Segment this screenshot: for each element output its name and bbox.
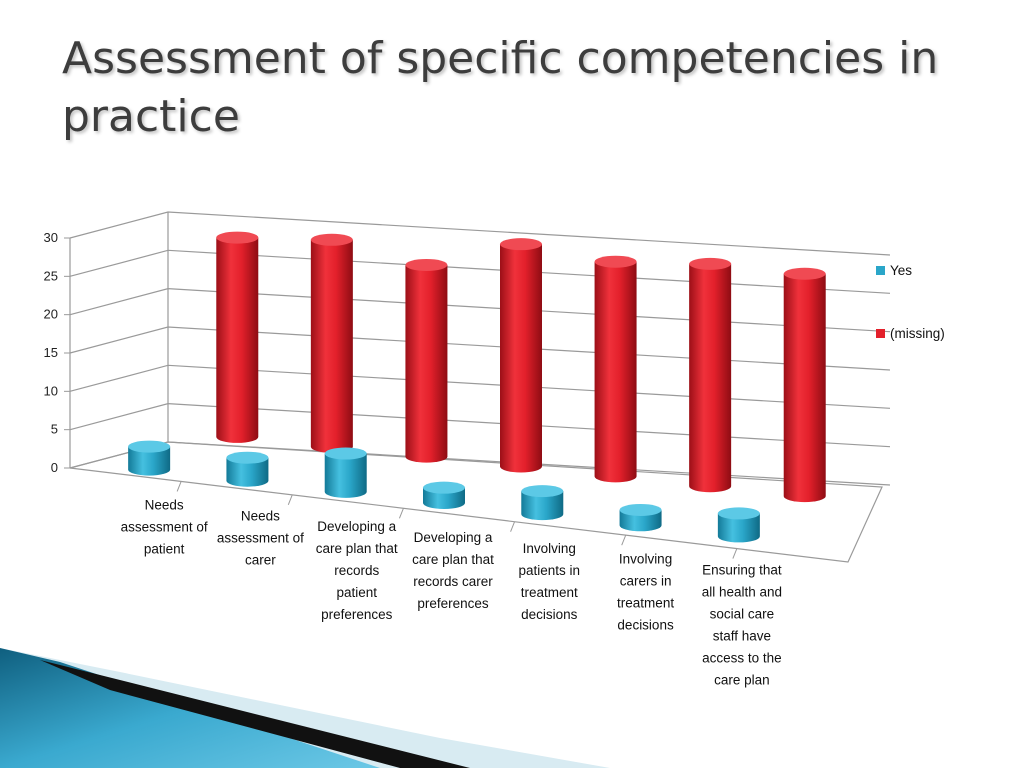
bar-yes [226, 451, 269, 487]
bar-missing [405, 258, 448, 463]
bar-yes-top [717, 507, 760, 520]
category-separator [510, 521, 516, 532]
category-separator [621, 534, 627, 546]
bar-missing [689, 257, 732, 493]
bar-yes-body [128, 446, 171, 476]
bar-missing-top [500, 238, 542, 251]
bar-yes-top [423, 481, 465, 494]
bar-yes-body [324, 453, 367, 498]
y-tick-label: 25 [44, 268, 58, 283]
bar-yes [324, 447, 367, 498]
bar-yes [717, 507, 760, 543]
bar-missing [216, 231, 259, 443]
y-tick-label: 0 [51, 460, 58, 475]
bar-missing-top [310, 233, 353, 246]
y-tick-label: 5 [51, 422, 58, 437]
bar-missing-body [500, 244, 542, 473]
category-separator [398, 508, 404, 519]
category-separator [287, 494, 293, 506]
category-separator [176, 481, 182, 492]
bar-missing-body [783, 273, 826, 503]
bar-yes [423, 481, 465, 509]
bar-yes-body [226, 457, 269, 487]
bar-missing [594, 255, 637, 483]
y-tick-label: 15 [44, 345, 58, 360]
category-label: Ensuring that all health and social care st… [702, 563, 782, 688]
bar-yes [128, 440, 171, 476]
gridline [69, 326, 891, 371]
category-label: Needs assessment of patient [121, 497, 208, 556]
legend-label: Yes [890, 263, 912, 278]
gridline [69, 288, 891, 333]
bar-missing-body [216, 237, 259, 443]
bar-yes [521, 485, 564, 521]
y-tick-label: 10 [44, 383, 58, 398]
bar-yes-body [521, 491, 564, 521]
bar-yes-top [521, 485, 564, 498]
bar-missing [310, 233, 353, 453]
gridline [69, 364, 891, 409]
category-separator [732, 548, 738, 559]
bar-yes-top [128, 440, 171, 453]
page-title: Assessment of specific competencies in p… [62, 33, 939, 142]
category-label: Needs assessment of carer [217, 508, 304, 567]
bar-missing-body [689, 263, 732, 493]
category-label: Involving patients in treatment decisions [519, 541, 581, 622]
bar-yes-top [226, 451, 269, 464]
bar-yes-top [619, 503, 662, 516]
legend-label: (missing) [890, 326, 945, 341]
bar-missing-body [594, 261, 637, 483]
bar-missing-top [405, 258, 448, 271]
category-label: Involving carers in treatment decisions [617, 552, 674, 633]
bar-yes-body [619, 509, 662, 532]
gridline [69, 403, 891, 448]
bar-missing-body [310, 239, 353, 453]
category-label: Developing a care plan that records carer p… [412, 530, 494, 611]
bar-yes-body [423, 487, 465, 509]
bar-missing [783, 267, 826, 503]
gridline [69, 211, 891, 256]
category-label: Developing a care plan that records patient… [316, 519, 398, 622]
gridline [69, 249, 891, 294]
y-tick-label: 30 [44, 230, 58, 245]
bar-missing-top [594, 255, 637, 268]
legend-swatch [876, 329, 885, 338]
bar-yes-top [324, 447, 367, 460]
bar-yes-body [717, 513, 760, 543]
bar-missing-top [689, 257, 732, 270]
gridline [69, 441, 891, 486]
legend-swatch [876, 266, 885, 275]
bar-missing-top [216, 231, 259, 244]
bar-missing [500, 238, 542, 473]
bar-yes [619, 503, 662, 532]
bar-missing-body [405, 264, 448, 463]
bar-missing-top [783, 267, 826, 280]
y-tick-label: 20 [44, 307, 58, 322]
